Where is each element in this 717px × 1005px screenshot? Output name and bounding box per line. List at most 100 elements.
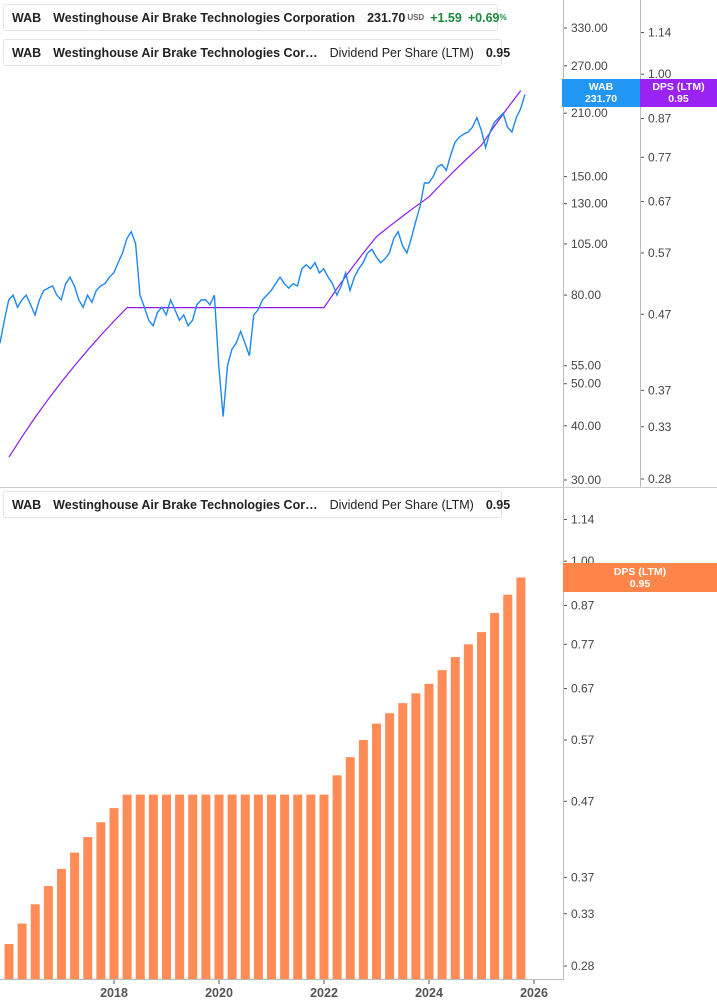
price-axis-label: 105.00 [571,237,608,251]
dps-axis-label: 0.77 [648,150,672,164]
bar-axis-label: 0.37 [571,870,595,884]
dps-tag-label: DPS (LTM) [652,81,705,93]
ticker: WAB [12,45,42,60]
dps-tag: DPS (LTM) 0.95 [640,79,717,107]
x-axis-label: 2022 [310,986,338,1000]
dps-bar [437,670,447,979]
dps-bar [83,837,93,979]
price: 231.70 [367,10,406,25]
dps-bar [135,794,145,979]
dps-bar [57,868,66,979]
dps-bar [240,794,250,979]
dps-bar [477,632,486,979]
company-name: Westinghouse Air Brake Technologies Cor… [53,497,318,512]
price-axis-label: 150.00 [571,170,608,184]
dps-bar [148,794,158,979]
price-tag-label: WAB [588,81,614,93]
price-axis-label: 270.00 [571,59,608,73]
price-change-pct: +0.69 [467,10,500,25]
metric-name: Dividend Per Share (LTM) [329,497,474,512]
dps-line [8,90,522,458]
bar-axis-label: 1.14 [571,513,595,527]
dps-bar [490,612,500,979]
price-tag: WAB 231.70 [562,79,640,107]
dps-bar [411,693,421,979]
dps-bar-tag-value: 0.95 [629,577,651,590]
dps-bar [345,757,355,979]
dps-bar [280,794,290,979]
dps-axis-label: 0.33 [648,420,672,434]
ticker: WAB [12,497,42,512]
price-axis-label: 30.00 [571,473,601,487]
metric-value: 0.95 [485,497,511,512]
bar-axis-label: 0.67 [571,682,595,696]
dps-bar [463,644,473,979]
dps-bar [293,794,303,979]
dps-bar [503,594,513,979]
dps-bar [450,656,460,979]
dps-axis-label: 0.87 [648,111,672,125]
bar-axis-label: 0.57 [571,733,595,747]
dps-bar [306,794,316,979]
dps-bar [253,794,263,979]
x-axis-label: 2018 [100,986,128,1000]
dps-bar [122,794,132,979]
dps-bar [385,713,395,979]
metric-value: 0.95 [485,45,511,60]
dps-bar [214,794,224,979]
price-axis-label: 40.00 [571,419,601,433]
x-axis-label: 2020 [205,986,233,1000]
dps-bar-tag: DPS (LTM) 0.95 [563,563,717,592]
dps-bar-tag-label: DPS (LTM) [613,565,667,578]
price-axis-label: 50.00 [571,377,601,391]
dps-bar [332,775,342,979]
dps-bar [227,794,237,979]
price-axis-label: 130.00 [571,197,608,211]
dps-bar [162,794,171,979]
company-name: Westinghouse Air Brake Technologies Cor… [53,45,318,60]
dps-bar [398,703,408,979]
dps-axis-label: 0.37 [648,383,672,397]
dps-bar [319,794,329,979]
dps-bar [175,794,185,979]
dps-bar [96,822,106,979]
price-axis-label: 330.00 [571,21,608,35]
dps-bar [4,944,14,979]
dps-bar [267,794,276,979]
dps-axis-label: 1.14 [648,26,672,40]
dps-bar [201,794,211,979]
bar-axis-label: 0.33 [571,907,595,921]
legend-dps-bottom[interactable]: WAB Westinghouse Air Brake Technologies … [3,491,510,518]
dps-bar [70,852,80,979]
currency: USD [407,13,425,22]
dps-bar [358,739,368,979]
dps-axis-label: 0.28 [648,472,672,486]
ticker: WAB [12,10,42,25]
price-axis-label: 210.00 [571,106,608,120]
dps-bar [424,683,434,979]
legend-price[interactable]: WAB Westinghouse Air Brake Technologies … [3,4,507,31]
pct-sign: % [499,13,507,22]
bar-axis-label: 0.77 [571,637,595,651]
x-axis-label: 2026 [520,986,548,1000]
dps-bar [372,723,381,979]
dps-axis-label: 0.57 [648,246,672,260]
dps-bar [43,886,53,979]
price-line [0,94,526,417]
dps-bar [30,904,40,979]
metric-name: Dividend Per Share (LTM) [329,45,474,60]
price-axis-label: 80.00 [571,288,601,302]
dps-bar [516,577,526,979]
bar-axis-label: 0.87 [571,598,595,612]
bar-axis-label: 0.47 [571,794,595,808]
price-axis-label: 55.00 [571,359,601,373]
dps-bar [109,808,119,979]
legend-dps-top[interactable]: WAB Westinghouse Air Brake Technologies … [3,39,510,66]
x-axis-label: 2024 [415,986,443,1000]
dps-tag-value: 0.95 [668,93,689,105]
dps-axis-label: 0.47 [648,307,672,321]
dps-axis-label: 1.00 [648,67,672,81]
dps-axis-label: 0.67 [648,195,672,209]
price-change: +1.59 [430,10,462,25]
